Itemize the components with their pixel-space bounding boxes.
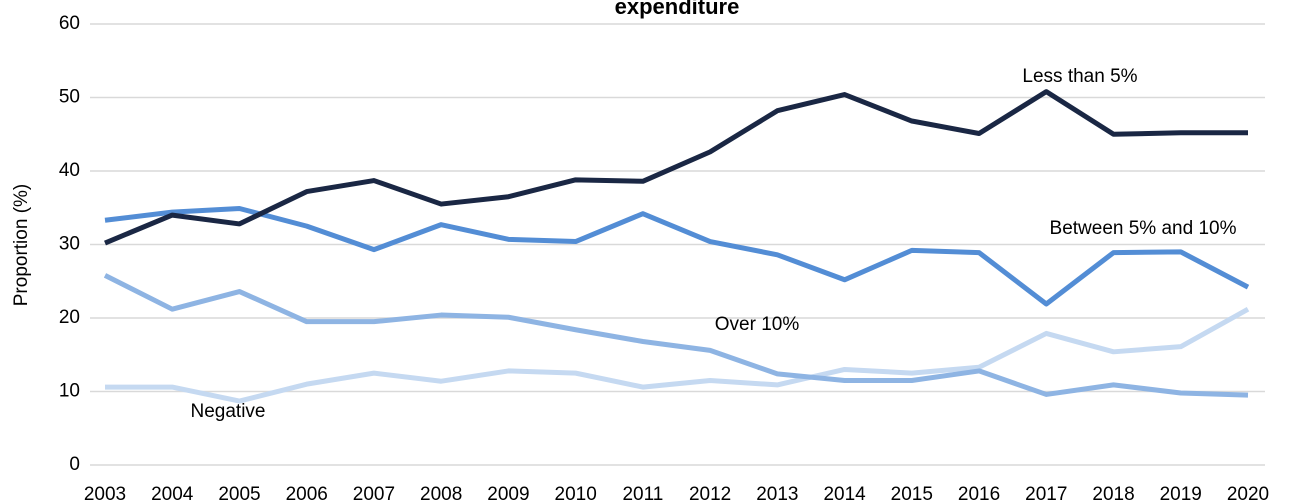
- x-tick-label: 2004: [151, 484, 194, 504]
- x-tick-label: 2020: [1227, 484, 1269, 504]
- x-tick-label: 2013: [756, 484, 798, 504]
- y-tick-label: 50: [59, 87, 80, 108]
- chart-title: expenditure: [615, 0, 740, 19]
- x-tick-label: 2018: [1092, 484, 1134, 504]
- series-label: Over 10%: [715, 314, 800, 335]
- series-line: [103, 273, 1249, 398]
- x-tick-label: 2008: [420, 484, 462, 504]
- y-tick-label: 0: [69, 454, 80, 475]
- y-axis-label: Proportion (%): [11, 184, 32, 307]
- y-tick-label: 10: [59, 381, 80, 402]
- x-tick-label: 2009: [487, 484, 529, 504]
- x-tick-label: 2015: [891, 484, 933, 504]
- x-tick-label: 2016: [958, 484, 1000, 504]
- x-tick-label: 2017: [1025, 484, 1067, 504]
- x-tick-label: 2003: [84, 484, 126, 504]
- x-tick-label: 2006: [286, 484, 328, 504]
- x-tick-label: 2012: [689, 484, 731, 504]
- series-label: Negative: [191, 401, 266, 422]
- x-tick-label: 2011: [622, 484, 663, 504]
- series-line: [104, 205, 1250, 307]
- y-tick-label: 60: [59, 13, 80, 34]
- y-tick-label: 30: [59, 234, 80, 255]
- x-tick-label: 2019: [1160, 484, 1202, 504]
- x-tick-label: 2010: [555, 484, 597, 504]
- x-tick-label: 2007: [353, 484, 395, 504]
- y-tick-label: 40: [59, 160, 80, 181]
- series-line: [105, 306, 1250, 404]
- y-tick-label: 20: [59, 307, 80, 328]
- series-label: Between 5% and 10%: [1050, 218, 1237, 239]
- series-label: Less than 5%: [1022, 66, 1137, 87]
- x-tick-label: 2014: [823, 484, 866, 504]
- series-line: [104, 89, 1248, 246]
- x-tick-label: 2005: [218, 484, 260, 504]
